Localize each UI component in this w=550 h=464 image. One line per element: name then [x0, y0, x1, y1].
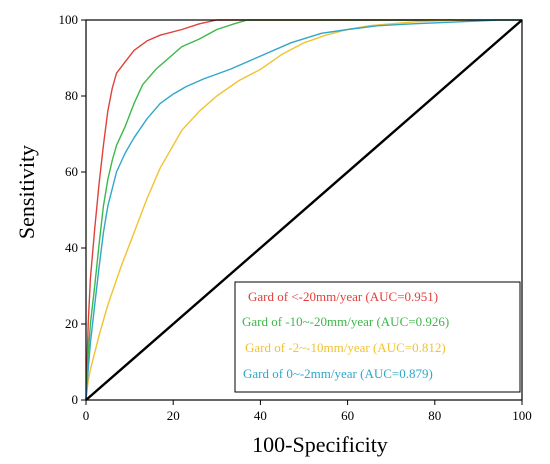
- x-tick-label: 60: [341, 408, 354, 423]
- y-tick-label: 80: [65, 88, 78, 103]
- roc-curve-series-4: [85, 19, 522, 401]
- x-tick-label: 0: [83, 408, 90, 423]
- roc-curves: [85, 19, 523, 401]
- y-axis-title: Sensitivity: [14, 145, 39, 239]
- x-tick-label: 80: [428, 408, 441, 423]
- x-axis-ticks: 0 20 40 60 80 100: [83, 400, 532, 423]
- legend-box: [234, 281, 521, 393]
- y-tick-label: 0: [72, 392, 79, 407]
- x-tick-label: 40: [254, 408, 267, 423]
- y-tick-label: 60: [65, 164, 78, 179]
- y-tick-label: 100: [59, 12, 79, 27]
- plot-frame: [85, 19, 523, 401]
- x-tick-label: 100: [512, 408, 532, 423]
- y-axis-ticks: 0 20 40 60 80 100: [59, 12, 86, 407]
- legend-label-series-4: Gard of 0~-2mm/year (AUC=0.879): [243, 366, 433, 381]
- legend-label-series-3: Gard of -2~-10mm/year (AUC=0.812): [245, 340, 446, 355]
- y-tick-label: 20: [65, 316, 78, 331]
- roc-curve-series-2: [85, 19, 522, 401]
- legend: Gard of <-20mm/year (AUC=0.951) Gard of …: [234, 281, 521, 393]
- legend-label-series-1: Gard of <-20mm/year (AUC=0.951): [248, 289, 438, 304]
- x-tick-label: 20: [167, 408, 180, 423]
- y-tick-label: 40: [65, 240, 78, 255]
- roc-curve-series-1: [85, 19, 522, 401]
- reference-diagonal-line: [85, 19, 523, 401]
- legend-label-series-2: Gard of -10~-20mm/year (AUC=0.926): [242, 314, 449, 329]
- x-axis-title: 100-Specificity: [252, 432, 388, 457]
